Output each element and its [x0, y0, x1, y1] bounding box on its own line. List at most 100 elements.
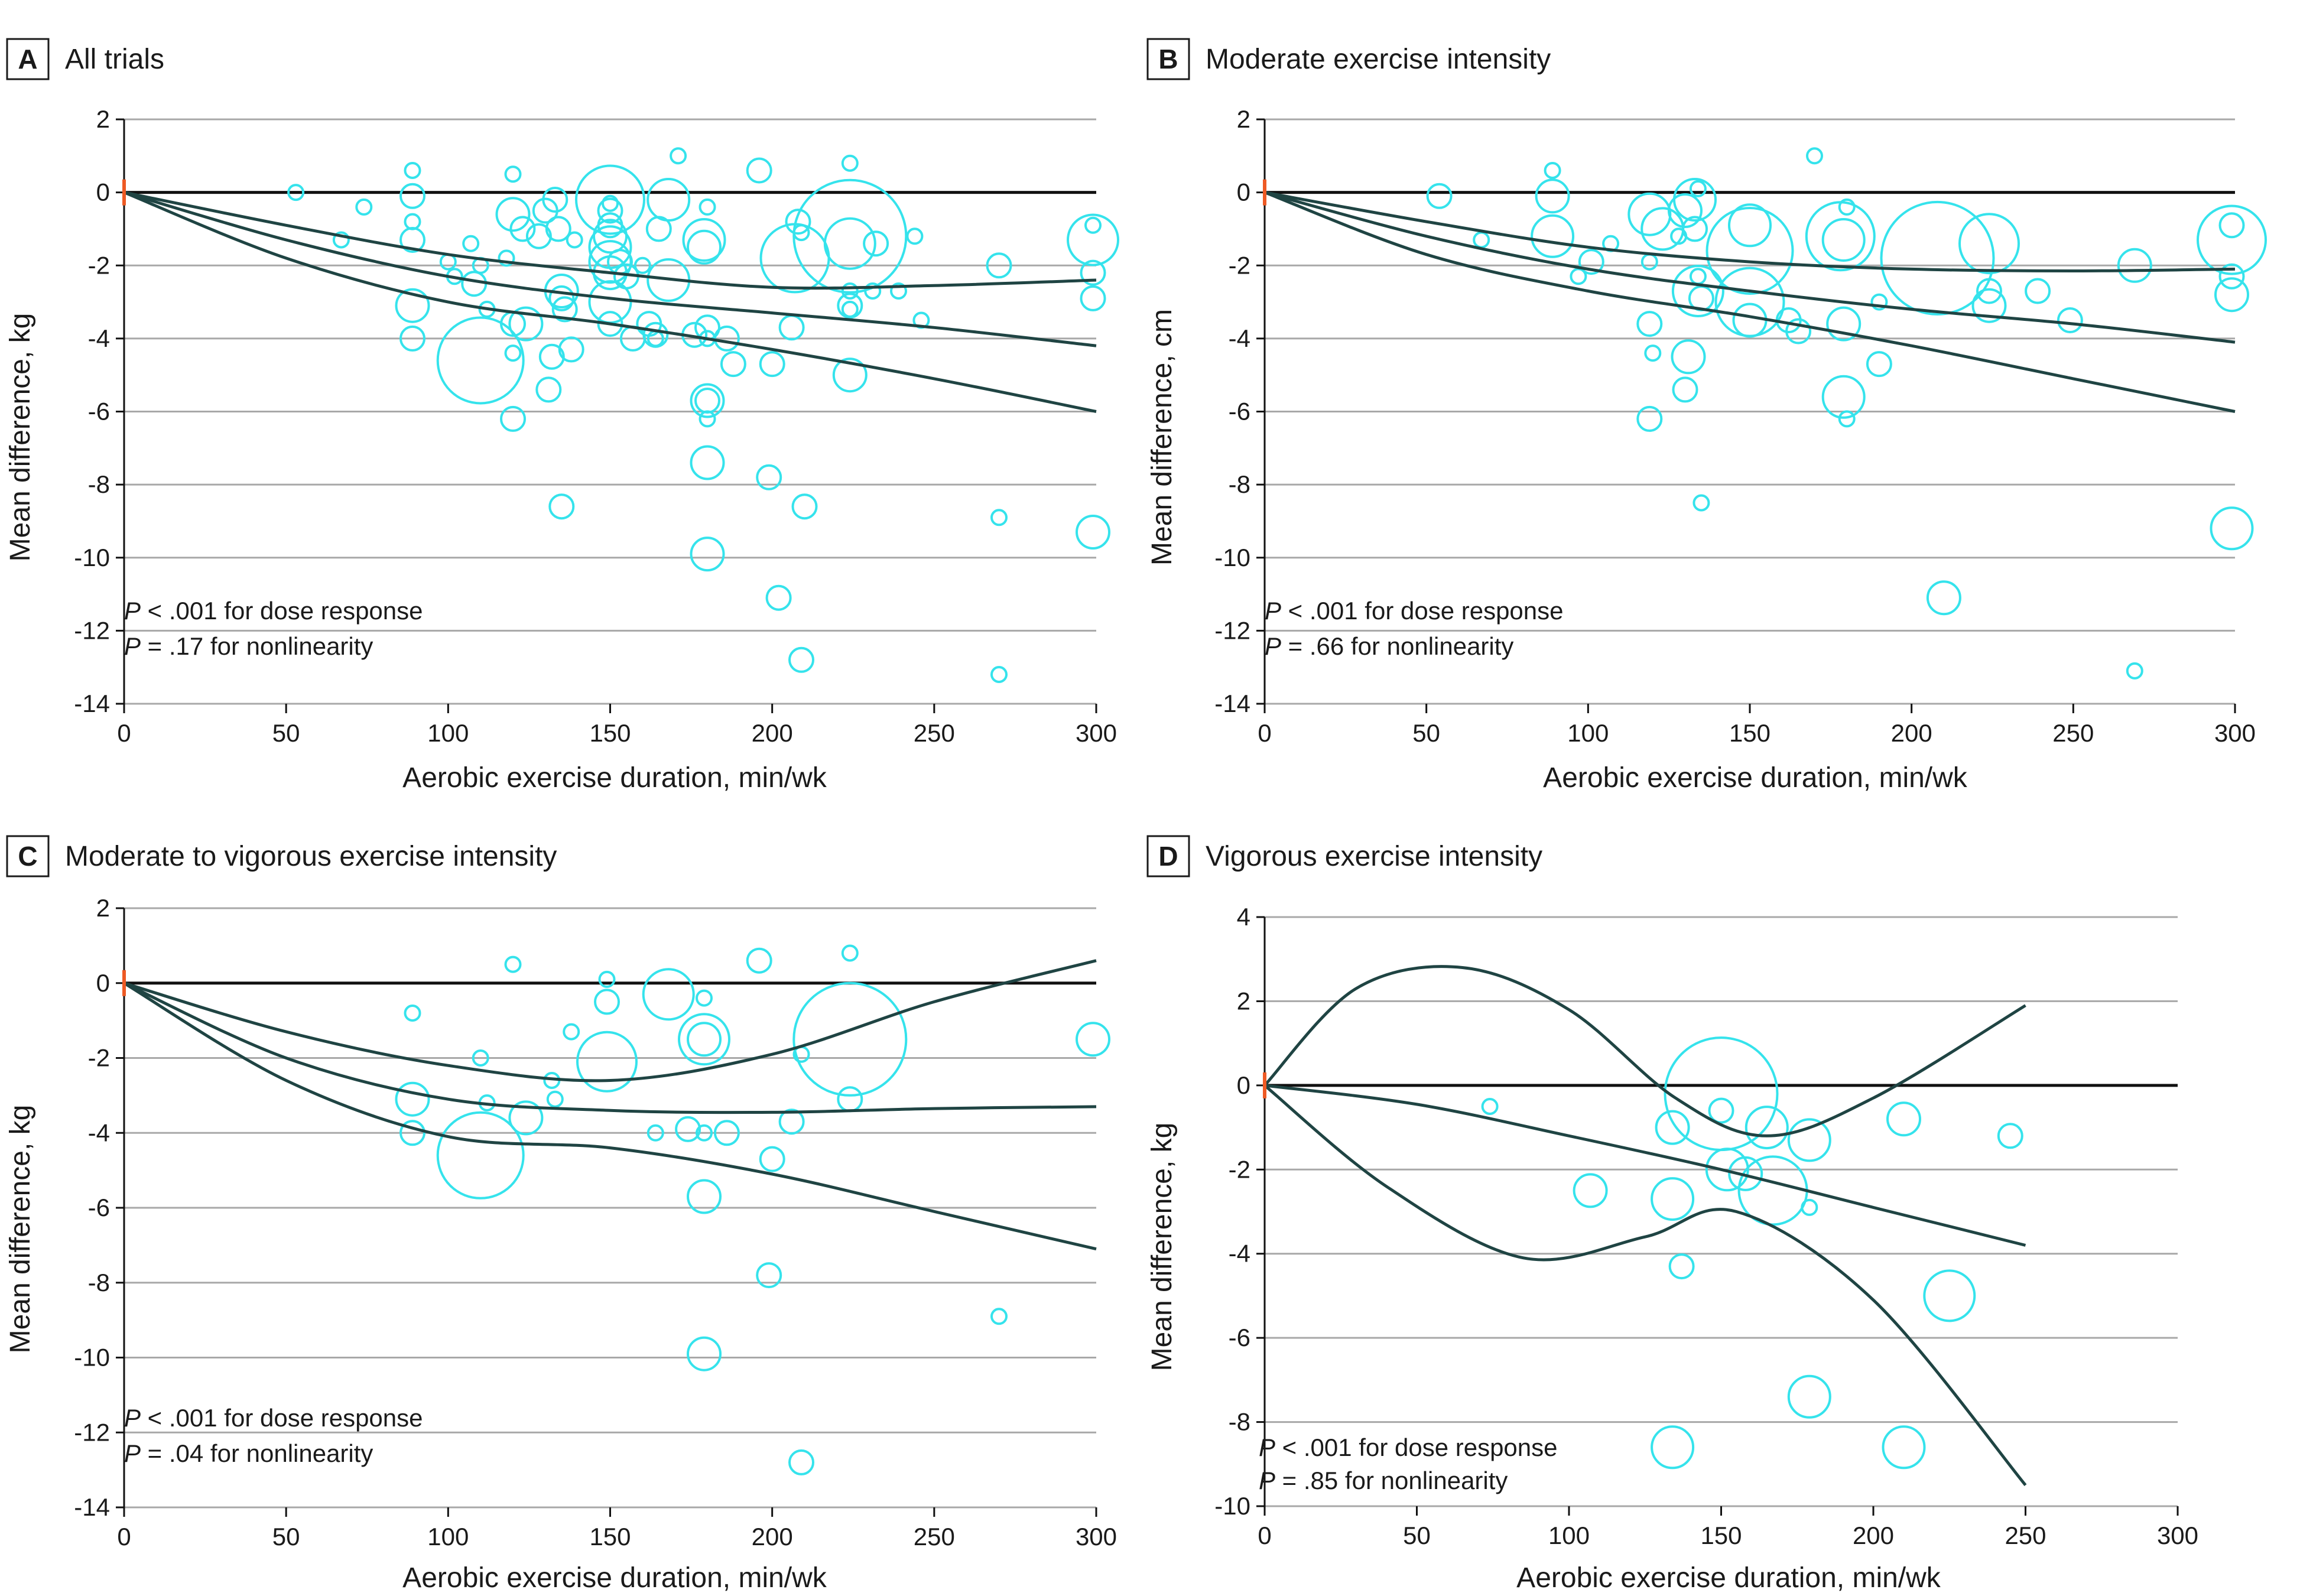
panel-b-y-tick-label: -2 — [1229, 251, 1250, 279]
panel-d-title: Vigorous exercise intensity — [1206, 841, 1542, 872]
panel-a-annotation-2-p: P — [124, 632, 141, 660]
panel-b-study-point — [1636, 311, 1663, 337]
panel-b-annotation-1-text: < .001 for dose response — [1281, 597, 1563, 625]
panel-a-study-point — [504, 344, 522, 362]
panel-c-letter-box — [6, 835, 50, 877]
panel-c-x-axis-label: Aerobic exercise duration, min/wk — [402, 1562, 827, 1594]
panel-b-study-point — [1473, 231, 1490, 249]
panel-d-y-tick-label: -2 — [1229, 1155, 1250, 1183]
panel-b-study-point — [1644, 344, 1662, 362]
panel-b-study-point — [1531, 214, 1575, 258]
panel-c-study-point — [759, 1146, 785, 1172]
panel-b-study-point — [1821, 218, 1866, 262]
panel-a-annotation-1-text: < .001 for dose response — [141, 597, 423, 625]
panel-a-study-point — [990, 509, 1008, 526]
panel-d-study-point — [1481, 1098, 1499, 1115]
panel-d-letter: D — [1158, 841, 1178, 872]
panel-b-study-point — [1672, 376, 1698, 403]
panel-b-y-tick-label: 2 — [1237, 105, 1250, 133]
panel-a-plot: 2 0 -2 -4 -6 -8 -10 -12 -14 0 50 100 150 200 250 300 — [74, 105, 1119, 747]
panel-d-study-point — [1787, 1118, 1831, 1162]
panel-a-study-point — [841, 154, 859, 172]
panel-b-annotation-2-p: P — [1265, 632, 1281, 660]
panel-b-y-tick-label: 0 — [1237, 178, 1250, 206]
panel-b-study-point — [2057, 307, 2083, 333]
panel-a-study-point — [538, 343, 565, 370]
panel-b-x-axis-label: Aerobic exercise duration, min/wk — [1543, 762, 1968, 794]
panel-a-letter-box — [6, 38, 50, 80]
panel-a-study-point — [602, 194, 619, 212]
panel-d-x-tick-label: 100 — [1548, 1522, 1590, 1549]
panel-a-study-point — [863, 230, 889, 257]
panel-a-x-axis-label: Aerobic exercise duration, min/wk — [402, 762, 827, 794]
panel-a-letter: A — [18, 44, 37, 74]
panel-b-study-point — [1728, 203, 1772, 248]
panel-c-y-tick-label: -10 — [74, 1344, 110, 1371]
panel-d-study-point — [1705, 1148, 1749, 1192]
panel-a-study-point — [687, 229, 722, 265]
panel-a-study-point — [720, 351, 746, 378]
panel-b-study-point — [1866, 351, 1892, 378]
panel-d-annotation-2: P = .85 for nonlinearity — [1259, 1467, 1508, 1494]
panel-c-y-tick-label: -2 — [88, 1044, 110, 1072]
panel-c-annotation-2: P = .04 for nonlinearity — [124, 1439, 373, 1467]
panel-c-study-point — [395, 1081, 430, 1117]
panel-d-y-tick-label: 4 — [1237, 903, 1250, 931]
panel-b-study-point — [2218, 212, 2245, 239]
panel-a-study-point — [566, 231, 583, 249]
panel-c-x-tick-label: 50 — [272, 1523, 300, 1551]
panel-c-study-point — [678, 1013, 730, 1066]
panel-c-study-point — [436, 1111, 525, 1200]
panel-a-study-point — [509, 216, 536, 242]
panel-a-study-point — [395, 288, 430, 323]
panel-a-study-point — [778, 314, 805, 341]
panel-b-x-tick-label: 0 — [1258, 719, 1271, 747]
panel-a-study-point — [699, 410, 716, 428]
panel-b-x-tick-label: 200 — [1891, 719, 1932, 747]
panel-d-lower-ci-curve — [1263, 1084, 2027, 1486]
panel-c-study-point — [687, 1179, 722, 1214]
panel-a-study-point — [287, 184, 305, 201]
panel-d-study-point — [1923, 1269, 1976, 1322]
panel-a-study-point — [906, 227, 924, 245]
panel-a-study-point — [436, 316, 525, 405]
panel-d-y-tick-label: -10 — [1214, 1492, 1250, 1520]
panel-d-study-point — [1997, 1123, 2023, 1149]
panel-b-study-point — [1570, 268, 1587, 285]
panel-a-y-tick-label: -14 — [74, 690, 110, 717]
panel-a-annotation-2-text: = .17 for nonlinearity — [141, 632, 373, 660]
panel-b-study-point — [1838, 410, 1856, 428]
panel-b-annotation-2-text: = .66 for nonlinearity — [1281, 632, 1513, 660]
panel-b-study-point — [2214, 277, 2249, 313]
panel-c-study-point — [598, 970, 616, 988]
panel-c-x-tick-label: 150 — [589, 1523, 631, 1551]
panel-b-study-point — [2126, 662, 2143, 680]
panel-a-study-point — [765, 584, 792, 611]
panel-c-y-tick-label: -8 — [88, 1269, 110, 1296]
panel-a-y-tick-label: -10 — [74, 544, 110, 571]
panel-c-letter: C — [18, 841, 37, 872]
panel-c-annotation-2-text: = .04 for nonlinearity — [141, 1439, 373, 1467]
panel-b-estimate-curve — [1264, 191, 2236, 344]
panel-c-study-point — [472, 1049, 489, 1067]
panel-c-y-tick-label: 0 — [96, 969, 110, 997]
panel-b-study-point — [1971, 288, 2007, 323]
panel-a-study-point — [634, 256, 651, 274]
panel-a-y-axis-label: Mean difference, kg — [5, 313, 36, 562]
panel-c-y-tick-label: -12 — [74, 1418, 110, 1446]
panel-a-study-point — [535, 376, 562, 403]
panel-a-y-tick-label: 2 — [96, 105, 110, 133]
panel-a-study-point — [841, 300, 859, 318]
panel-b-y-tick-label: -8 — [1229, 470, 1250, 498]
panel-a-study-point — [792, 178, 908, 294]
panel-a-study-point — [785, 209, 811, 235]
panel-a-study-point — [788, 646, 814, 673]
panel-d-x-tick-label: 300 — [2157, 1522, 2198, 1549]
panel-d-y-tick-label: -8 — [1229, 1408, 1250, 1436]
panel-a-study-point — [682, 218, 726, 262]
panel-b-upper-ci-curve — [1264, 191, 2236, 273]
panel-a-study-point — [699, 198, 716, 216]
panel-a-study-point — [1076, 515, 1110, 550]
panel-b-study-point — [1671, 339, 1706, 375]
panel-c-y-tick-label: -4 — [88, 1119, 110, 1146]
